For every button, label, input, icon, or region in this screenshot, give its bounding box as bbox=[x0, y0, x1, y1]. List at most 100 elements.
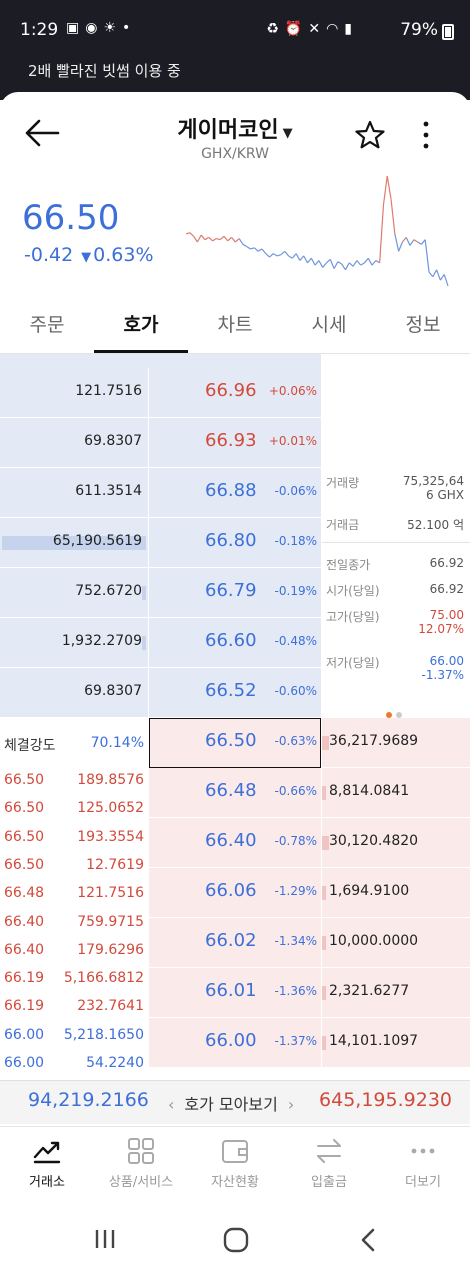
ask-qty-cell[interactable]: 121.7516 bbox=[0, 368, 148, 417]
stat-amount-value: 52.100 억 bbox=[407, 518, 464, 532]
trade-row: 66.50 193.3554 bbox=[0, 825, 148, 849]
ask-price-cell[interactable]: 66.88 -0.06% bbox=[149, 468, 321, 517]
ask-percent: -0.19% bbox=[274, 584, 317, 598]
bid-volume-bar bbox=[322, 836, 329, 850]
bid-qty-cell[interactable]: 2,321.6277 bbox=[322, 968, 470, 1017]
sparkline-segment bbox=[333, 261, 339, 269]
bid-row[interactable]: 66.06 -1.29% 1,694.9100 bbox=[149, 868, 470, 918]
ask-qty-cell[interactable]: 611.3514 bbox=[0, 468, 148, 517]
ask-qty-cell[interactable]: 69.8307 bbox=[0, 418, 148, 467]
sparkline-segment bbox=[219, 235, 225, 241]
ask-qty-cell[interactable]: 65,190.5619 bbox=[0, 518, 148, 567]
bid-row[interactable]: 66.02 -1.34% 10,000.0000 bbox=[149, 918, 470, 968]
sparkline-segment bbox=[276, 254, 282, 257]
nav-assets[interactable]: 자산현황 bbox=[188, 1137, 282, 1190]
bid-row[interactable]: 66.01 -1.36% 2,321.6277 bbox=[149, 968, 470, 1018]
bid-price-cell[interactable]: 66.40 -0.78% bbox=[149, 818, 321, 867]
sparkline-segment bbox=[405, 237, 411, 246]
bid-price-cell[interactable]: 66.00 -1.37% bbox=[149, 1018, 321, 1067]
kebab-menu-icon[interactable] bbox=[416, 118, 436, 152]
home-icon[interactable] bbox=[222, 1226, 250, 1254]
back-arrow-icon[interactable] bbox=[24, 118, 60, 148]
sparkline-segment bbox=[386, 175, 392, 200]
nav-products[interactable]: 상품/서비스 bbox=[94, 1137, 188, 1190]
bid-row[interactable]: 66.50 -0.63% 36,217.9689 bbox=[149, 718, 470, 768]
back-nav-icon[interactable] bbox=[356, 1226, 380, 1254]
bid-qty-cell[interactable]: 1,694.9100 bbox=[322, 868, 470, 917]
sparkline-segment bbox=[212, 238, 217, 242]
ask-price-cell[interactable]: 66.60 -0.48% bbox=[149, 618, 321, 667]
ask-percent: -0.18% bbox=[274, 534, 317, 548]
ask-volume-bar bbox=[142, 636, 146, 650]
ask-price: 66.93 bbox=[205, 430, 257, 451]
ask-qty-cell[interactable]: 752.6720 bbox=[0, 568, 148, 617]
tab-orderbook[interactable]: 호가 bbox=[123, 314, 159, 336]
bid-qty-cell[interactable]: 36,217.9689 bbox=[322, 718, 470, 767]
bid-qty-cell[interactable]: 8,814.0841 bbox=[322, 768, 470, 817]
ask-price-cell[interactable]: 66.80 -0.18% bbox=[149, 518, 321, 567]
bid-price-cell[interactable]: 66.02 -1.34% bbox=[149, 918, 321, 967]
system-icons: ♻⏰✕◠▮ bbox=[266, 21, 358, 37]
coin-selector[interactable]: 게이머코인 ▼ GHX/KRW bbox=[0, 112, 470, 162]
bid-price-cell[interactable]: 66.48 -0.66% bbox=[149, 768, 321, 817]
ask-row[interactable]: 65,190.5619 66.80 -0.18% bbox=[0, 518, 470, 568]
bid-qty-cell[interactable]: 14,101.1097 bbox=[322, 1018, 470, 1067]
ask-row[interactable]: 611.3514 66.88 -0.06% bbox=[0, 468, 470, 518]
sparkline-segment bbox=[352, 260, 358, 267]
bid-row[interactable]: 66.40 -0.78% 30,120.4820 bbox=[149, 818, 470, 868]
ask-qty-cell[interactable]: 69.8307 bbox=[0, 668, 148, 717]
chevron-right-icon[interactable]: › bbox=[287, 1095, 295, 1114]
bid-volume-bar bbox=[322, 1036, 326, 1050]
more-dots-icon bbox=[411, 1148, 435, 1154]
price-change: -0.42 ▼ 0.63% bbox=[24, 244, 154, 266]
ask-price-cell[interactable]: 66.79 -0.19% bbox=[149, 568, 321, 617]
bid-percent: -0.63% bbox=[274, 734, 317, 748]
ask-row[interactable]: 752.6720 66.79 -0.19% bbox=[0, 568, 470, 618]
trade-price: 66.50 bbox=[4, 828, 45, 845]
bid-row[interactable]: 66.48 -0.66% 8,814.0841 bbox=[149, 768, 470, 818]
tab-chart[interactable]: 차트 bbox=[217, 314, 253, 336]
nav-deposit-withdraw[interactable]: 입출금 bbox=[282, 1137, 376, 1190]
tab-order[interactable]: 주문 bbox=[29, 314, 65, 336]
trade-row: 66.19 232.7641 bbox=[0, 994, 148, 1018]
sparkline-segment bbox=[326, 258, 331, 264]
tab-bar: 주문 호가 차트 시세 정보 bbox=[0, 294, 470, 354]
change-percent: 0.63% bbox=[93, 244, 154, 266]
chevron-left-icon[interactable]: ‹ bbox=[168, 1095, 175, 1114]
ask-qty-cell[interactable]: 1,932.2709 bbox=[0, 618, 148, 667]
trade-row: 66.50 189.8576 bbox=[0, 768, 148, 792]
bid-qty-cell[interactable]: 10,000.0000 bbox=[322, 918, 470, 967]
bid-price-cell[interactable]: 66.01 -1.36% bbox=[149, 968, 321, 1017]
ask-row[interactable]: 1,932.2709 66.60 -0.48% bbox=[0, 618, 470, 668]
trade-quantity: 5,166.6812 bbox=[63, 970, 144, 987]
tab-market[interactable]: 시세 bbox=[311, 314, 347, 336]
stats-page-indicator bbox=[386, 703, 406, 722]
trade-row: 66.48 121.7516 bbox=[0, 881, 148, 905]
ask-price-cell[interactable]: 66.96 +0.06% bbox=[149, 368, 321, 417]
stat-volume-label: 거래량 bbox=[326, 476, 360, 490]
price-sparkline[interactable] bbox=[182, 172, 452, 290]
ask-row[interactable]: 69.8307 66.93 +0.01% bbox=[0, 418, 470, 468]
current-price-highlight bbox=[149, 718, 321, 768]
active-tab-indicator bbox=[94, 350, 188, 353]
gather-orderbook-button[interactable]: ‹ 호가 모아보기 › bbox=[158, 1091, 304, 1115]
total-ask-quantity: 94,219.2166 bbox=[28, 1089, 149, 1111]
nav-more[interactable]: 더보기 bbox=[376, 1137, 470, 1190]
ask-row[interactable]: 121.7516 66.96 +0.06% bbox=[0, 368, 470, 418]
recent-apps-icon[interactable] bbox=[92, 1226, 118, 1252]
sparkline-segment bbox=[269, 253, 274, 258]
nav-exchange[interactable]: 거래소 bbox=[0, 1137, 94, 1190]
ask-price-cell[interactable]: 66.93 +0.01% bbox=[149, 418, 321, 467]
bid-qty-cell[interactable]: 30,120.4820 bbox=[322, 818, 470, 867]
bid-row[interactable]: 66.00 -1.37% 14,101.1097 bbox=[149, 1018, 470, 1068]
star-icon[interactable] bbox=[354, 120, 386, 150]
ask-price-cell[interactable]: 66.52 -0.60% bbox=[149, 668, 321, 717]
trade-price: 66.50 bbox=[4, 772, 45, 788]
bid-price-cell[interactable]: 66.06 -1.29% bbox=[149, 868, 321, 917]
bid-volume-bar bbox=[322, 786, 326, 800]
recycle-icon: ♻ bbox=[266, 21, 285, 37]
bid-price-cell[interactable]: 66.50 -0.63% bbox=[149, 718, 321, 767]
tab-info[interactable]: 정보 bbox=[405, 314, 441, 336]
sparkline-segment bbox=[394, 233, 400, 252]
ask-row[interactable]: 69.8307 66.52 -0.60% bbox=[0, 668, 470, 718]
